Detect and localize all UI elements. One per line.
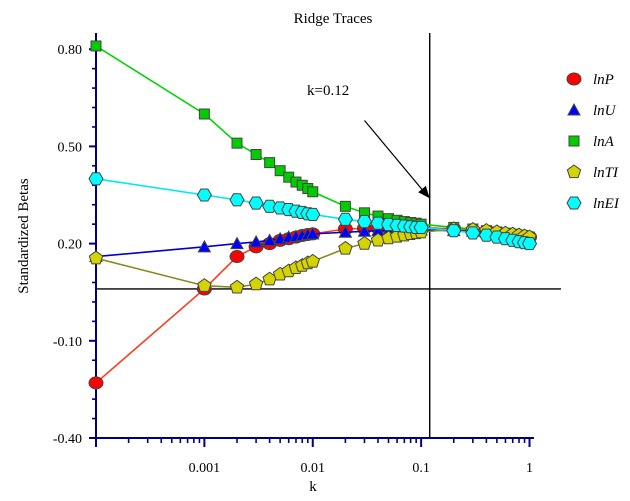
annotation-arrowhead [418, 185, 430, 199]
x-tick-label: 0.001 [189, 461, 221, 476]
data-point-lnei [248, 196, 264, 210]
data-point-lna [274, 165, 286, 177]
data-point-lnei [370, 216, 386, 230]
legend-marker-lnu [567, 102, 581, 116]
legend-marker-lnei [566, 196, 582, 210]
reference-lines [96, 33, 561, 438]
axis-ticks: 0.80 0.50 0.20 -0.10 -0.40 0.001 0.01 0.1 1 [53, 43, 533, 476]
data-point-lnu [338, 225, 353, 238]
legend-label-lnti: lnTI [593, 165, 619, 181]
data-point-lnu [262, 233, 277, 246]
legend-label-lnei: lnEI [593, 196, 620, 212]
x-tick-label: 0.1 [412, 461, 430, 476]
data-point-lnei [337, 212, 353, 226]
data-point-lnei [413, 220, 429, 234]
y-tick-label: -0.10 [53, 335, 82, 350]
data-point-lnei [196, 188, 212, 202]
legend-marker-lna [568, 135, 580, 147]
series-lnp [88, 220, 538, 390]
data-point-lnu [249, 234, 263, 248]
data-point-lnti [305, 253, 320, 268]
legend: lnP lnU lnA lnTI lnEI [566, 72, 620, 212]
data-point-lnei [521, 237, 538, 251]
chart-title: Ridge Traces [294, 11, 373, 27]
data-point-lnei [229, 193, 245, 207]
series-layer [88, 40, 538, 390]
data-point-lnti [229, 279, 245, 294]
data-point-lna [250, 149, 262, 160]
legend-item-lna: lnA [568, 134, 615, 150]
data-point-lnu [197, 239, 212, 253]
data-point-lnei [88, 172, 104, 186]
data-point-lnu [305, 226, 320, 240]
x-tick-label: 0.01 [301, 461, 326, 476]
data-point-lna [198, 108, 210, 120]
data-point-lnti [357, 235, 372, 250]
data-point-lnp [88, 376, 104, 390]
annotation-text: k=0.12 [307, 83, 349, 99]
legend-item-lnei: lnEI [566, 196, 620, 212]
data-point-lnti [197, 278, 212, 292]
data-point-lnei [465, 226, 481, 240]
legend-label-lnu: lnU [593, 103, 617, 119]
x-tick-label: 1 [526, 461, 533, 476]
data-point-lnei [478, 228, 494, 242]
annotation-layer: k=0.12 [307, 83, 430, 199]
legend-label-lna: lnA [593, 134, 615, 150]
data-point-lnti [338, 240, 353, 255]
data-point-lnei [356, 215, 373, 229]
x-axis-label: k [309, 479, 317, 495]
data-point-lnp [229, 250, 245, 264]
y-axis-label: Standardized Betas [16, 178, 32, 294]
annotation-arrow-line [364, 120, 429, 197]
legend-item-lnu: lnU [567, 102, 617, 119]
legend-item-lnti: lnTI [566, 164, 619, 181]
y-tick-label: 0.20 [58, 238, 83, 253]
legend-item-lnp: lnP [566, 72, 614, 88]
y-tick-label: 0.80 [58, 43, 83, 58]
y-tick-label: -0.40 [53, 432, 82, 447]
legend-label-lnp: lnP [593, 72, 614, 88]
data-point-lnti [248, 276, 264, 291]
series-lnei [88, 172, 538, 251]
y-tick-label: 0.50 [58, 140, 83, 155]
data-point-lna [339, 200, 351, 212]
data-point-lna [307, 186, 319, 198]
data-point-lnei [262, 199, 278, 213]
data-point-lnei [446, 224, 462, 238]
data-point-lna [264, 157, 276, 169]
data-point-lna [231, 137, 243, 149]
data-point-lnti [88, 250, 104, 265]
legend-marker-lnp [566, 72, 582, 86]
data-point-lnu [230, 236, 244, 250]
data-point-lnei [305, 207, 321, 221]
legend-marker-lnti [566, 164, 582, 179]
data-point-lna [90, 40, 102, 52]
axes [95, 33, 534, 439]
